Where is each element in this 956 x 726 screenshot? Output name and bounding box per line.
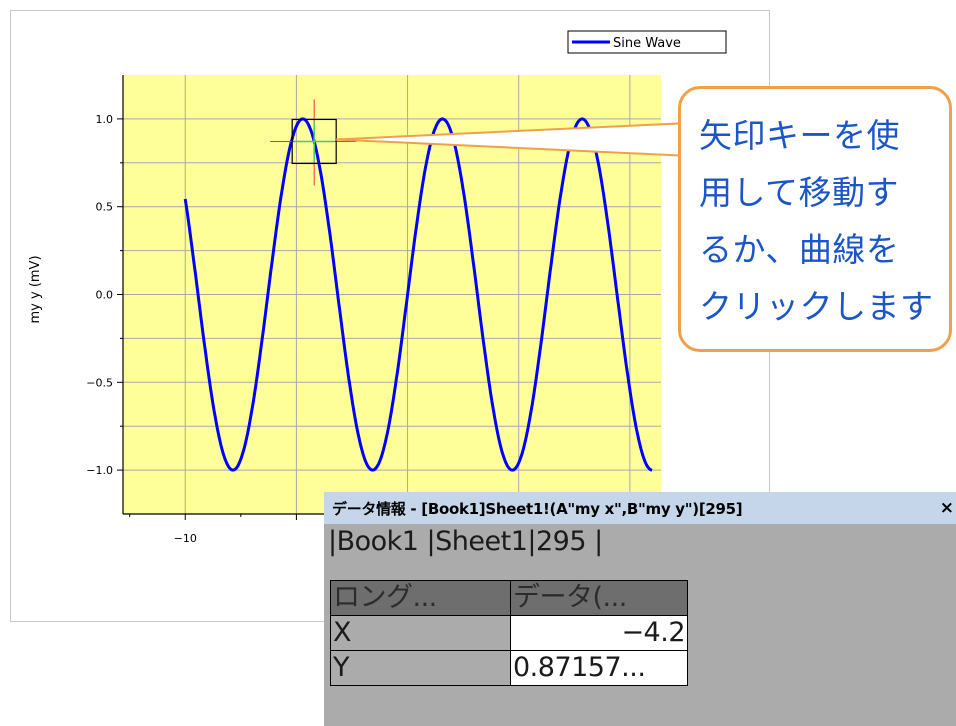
row-value-y: 0.87157... bbox=[510, 650, 688, 686]
close-icon[interactable]: × bbox=[939, 498, 954, 518]
legend[interactable]: Sine Wave bbox=[567, 30, 727, 54]
y-tick-label: 0.0 bbox=[96, 289, 114, 302]
data-info-title: データ情報 - [Book1]Sheet1!(A"my x",B"my y")[… bbox=[332, 499, 743, 518]
data-info-table: ロング... データ(... X −4.2 Y 0.87157... bbox=[330, 580, 688, 686]
data-cursor[interactable] bbox=[291, 118, 337, 165]
data-info-titlebar[interactable]: データ情報 - [Book1]Sheet1!(A"my x",B"my y")[… bbox=[324, 492, 956, 524]
callout-tip: 矢印キーを使 用して移動す るか、曲線を クリックします bbox=[678, 86, 952, 352]
legend-box bbox=[567, 30, 727, 54]
row-label-y: Y bbox=[330, 650, 511, 686]
column-header-data[interactable]: データ(... bbox=[510, 580, 688, 616]
callout-line: るか、曲線を bbox=[699, 230, 900, 269]
column-header-long-name[interactable]: ロング... bbox=[330, 580, 511, 616]
callout-line: 矢印キーを使 bbox=[699, 116, 900, 155]
row-label-x: X bbox=[330, 615, 511, 651]
y-tick-label: 0.5 bbox=[96, 201, 114, 214]
table-header-row: ロング... データ(... bbox=[330, 580, 688, 616]
data-info-path: |Book1 |Sheet1|295 | bbox=[328, 526, 603, 557]
row-value-x: −4.2 bbox=[510, 615, 688, 651]
table-row: Y 0.87157... bbox=[330, 650, 688, 686]
y-tick-label: −1.0 bbox=[86, 464, 113, 477]
y-tick-label: 1.0 bbox=[96, 113, 114, 126]
callout-line: クリックします bbox=[699, 287, 934, 326]
callout-line: 用して移動す bbox=[699, 173, 900, 212]
data-info-panel[interactable]: データ情報 - [Book1]Sheet1!(A"my x",B"my y")[… bbox=[324, 492, 956, 726]
table-row: X −4.2 bbox=[330, 615, 688, 651]
legend-label: Sine Wave bbox=[613, 36, 681, 51]
x-tick-label: −10 bbox=[174, 532, 197, 545]
y-axis-title: my y (mV) bbox=[28, 255, 43, 323]
y-tick-label: −0.5 bbox=[86, 376, 113, 389]
